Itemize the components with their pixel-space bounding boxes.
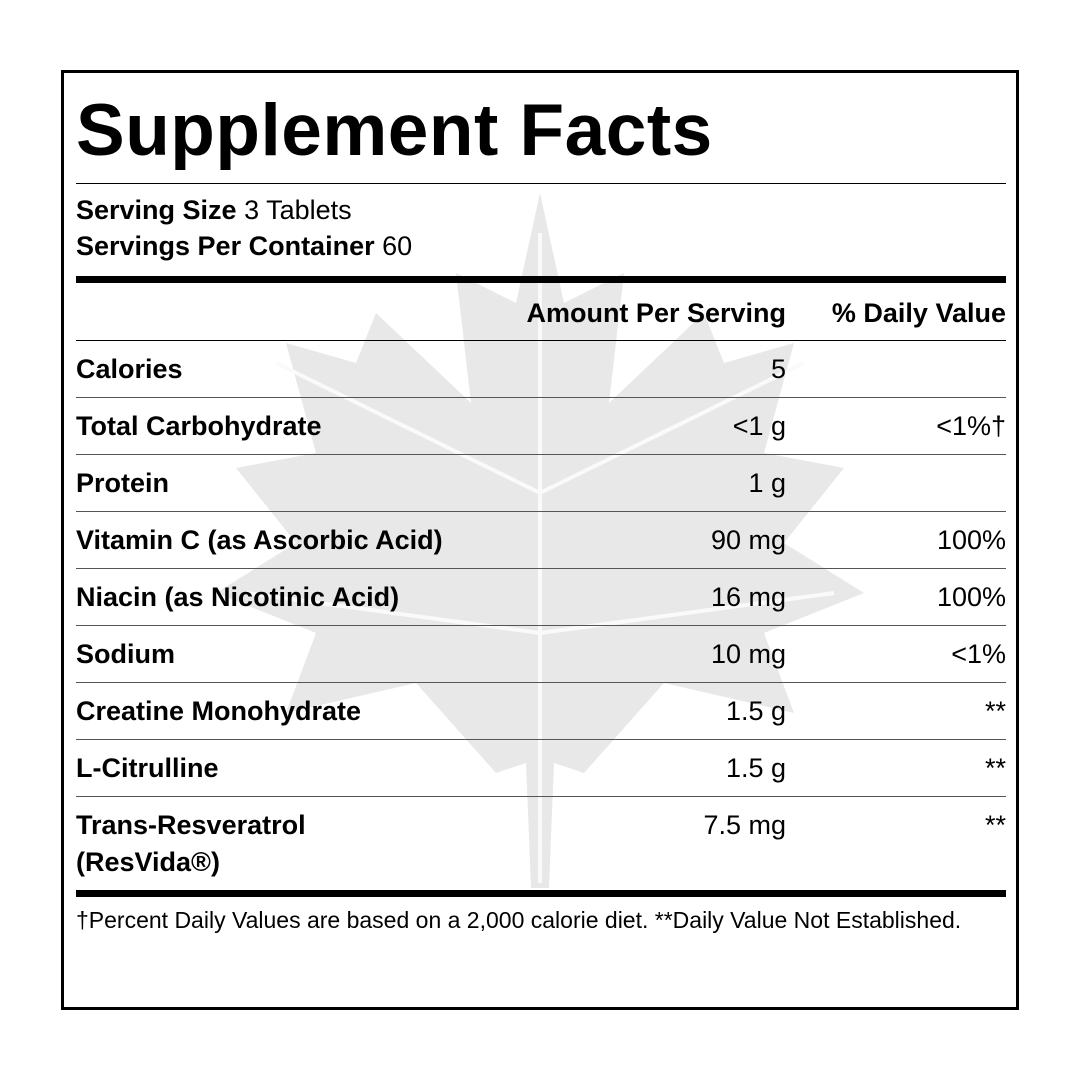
thick-divider xyxy=(76,276,1006,283)
value: 60 xyxy=(382,231,413,261)
daily-value: 100% xyxy=(936,581,1006,612)
table-header: Amount Per Serving % Daily Value xyxy=(76,283,1006,341)
nutrient-row: Niacin (as Nicotinic Acid) 16 mg 100% xyxy=(76,568,1006,625)
nutrient-name: L-Citrulline xyxy=(76,752,219,783)
label: Servings Per Container xyxy=(76,231,375,261)
nutrient-name: Trans-Resveratrol (ResVida®) xyxy=(76,809,306,877)
serving-size: Serving Size 3 Tablets xyxy=(76,192,1006,228)
daily-value: <1%† xyxy=(936,410,1006,441)
daily-value xyxy=(786,465,1006,502)
column-header: Amount Per Serving xyxy=(526,298,786,328)
nutrient-name: Sodium xyxy=(76,638,175,669)
amount: 10 mg xyxy=(710,638,786,669)
value: 3 Tablets xyxy=(244,195,352,225)
amount: 5 xyxy=(770,353,786,384)
footnote: †Percent Daily Values are based on a 2,0… xyxy=(76,907,962,933)
nutrient-name: Calories xyxy=(76,353,183,384)
amount: 1.5 g xyxy=(725,695,786,726)
amount: 1.5 g xyxy=(725,752,786,783)
column-header: % Daily Value xyxy=(831,298,1006,328)
content: Supplement Facts Serving Size 3 Tablets … xyxy=(76,73,1006,936)
title: Supplement Facts xyxy=(76,90,713,171)
table-body: Calories 5 Total Carbohydrate <1 g <1%† Prote… xyxy=(76,341,1006,890)
daily-value: ** xyxy=(984,809,1006,840)
nutrient-name: Niacin (as Nicotinic Acid) xyxy=(76,581,400,612)
daily-value: ** xyxy=(984,695,1006,726)
maple-leaf-watermark xyxy=(216,193,864,888)
nutrient-row: Total Carbohydrate <1 g <1%† xyxy=(76,397,1006,454)
nutrient-row: Creatine Monohydrate 1.5 g ** xyxy=(76,682,1006,739)
nutrient-row: Sodium 10 mg <1% xyxy=(76,625,1006,682)
nutrient-row: Vitamin C (as Ascorbic Acid) 90 mg 100% xyxy=(76,511,1006,568)
amount: <1 g xyxy=(732,410,786,441)
daily-value: ** xyxy=(984,752,1006,783)
servings-per-container: Servings Per Container 60 xyxy=(76,228,1006,264)
amount: 7.5 mg xyxy=(703,809,786,840)
label: Serving Size xyxy=(76,195,237,225)
nutrient-row: L-Citrulline 1.5 g ** xyxy=(76,739,1006,796)
nutrient-name: Protein xyxy=(76,467,170,498)
daily-value: 100% xyxy=(936,524,1006,555)
thick-divider xyxy=(76,890,1006,897)
nutrient-name: Vitamin C (as Ascorbic Acid) xyxy=(76,524,443,555)
nutrient-row: Calories 5 xyxy=(76,341,1006,397)
nutrient-row: Trans-Resveratrol (ResVida®) 7.5 mg ** xyxy=(76,796,1006,890)
nutrient-name: Total Carbohydrate xyxy=(76,410,322,441)
divider xyxy=(76,183,1006,184)
daily-value: <1% xyxy=(951,638,1006,669)
daily-value xyxy=(786,351,1006,388)
amount: 16 mg xyxy=(710,581,786,612)
nutrient-name: Creatine Monohydrate xyxy=(76,695,362,726)
amount: 1 g xyxy=(748,467,786,498)
facts-panel: Supplement Facts Serving Size 3 Tablets … xyxy=(61,70,1019,1010)
serving-info: Serving Size 3 Tablets Servings Per Cont… xyxy=(76,184,1006,276)
amount: 90 mg xyxy=(710,524,786,555)
nutrient-row: Protein 1 g xyxy=(76,454,1006,511)
